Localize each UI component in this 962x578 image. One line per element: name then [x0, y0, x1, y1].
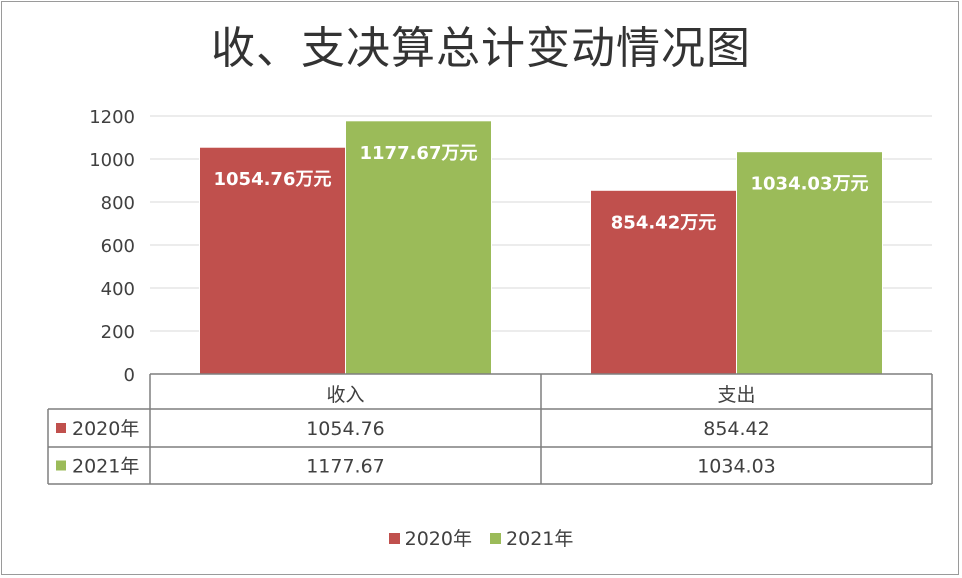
legend-item-2020: 2020年: [388, 524, 472, 551]
table-cell-value: 1054.76: [306, 418, 385, 440]
y-tick-label: 400: [101, 279, 135, 300]
legend: 2020年 2021年: [0, 524, 962, 551]
data-label: 1034.03万元: [751, 174, 869, 195]
y-tick-label: 0: [124, 365, 135, 386]
table-legend-key: [56, 460, 66, 471]
y-tick-label: 1200: [89, 107, 135, 128]
legend-label-2021: 2021年: [506, 528, 574, 550]
y-tick-label: 200: [101, 322, 135, 343]
data-label: 1054.76万元: [214, 169, 332, 190]
legend-item-2021: 2021年: [490, 524, 573, 551]
table-legend-key: [56, 423, 66, 433]
table-category-label: 支出: [717, 384, 755, 406]
y-tick-label: 800: [101, 193, 135, 214]
legend-label-2020: 2020年: [404, 528, 472, 550]
y-tick-label: 1000: [89, 150, 135, 171]
table-series-label: 2020年: [72, 418, 139, 440]
table-series-label: 2021年: [72, 456, 139, 478]
y-tick-label: 600: [101, 236, 135, 257]
legend-swatch-2020: [388, 533, 400, 544]
table-cell-value: 1177.67: [306, 456, 385, 478]
legend-swatch-2021: [490, 533, 502, 544]
table-cell-value: 1034.03: [697, 456, 776, 478]
bar-2020-0: [199, 146, 346, 375]
chart-title: 收、支决算总计变动情况图: [211, 23, 751, 74]
table-cell-value: 854.42: [703, 418, 769, 440]
data-label: 1177.67万元: [360, 143, 478, 164]
data-label: 854.42万元: [611, 212, 716, 233]
table-category-label: 收入: [326, 384, 364, 406]
